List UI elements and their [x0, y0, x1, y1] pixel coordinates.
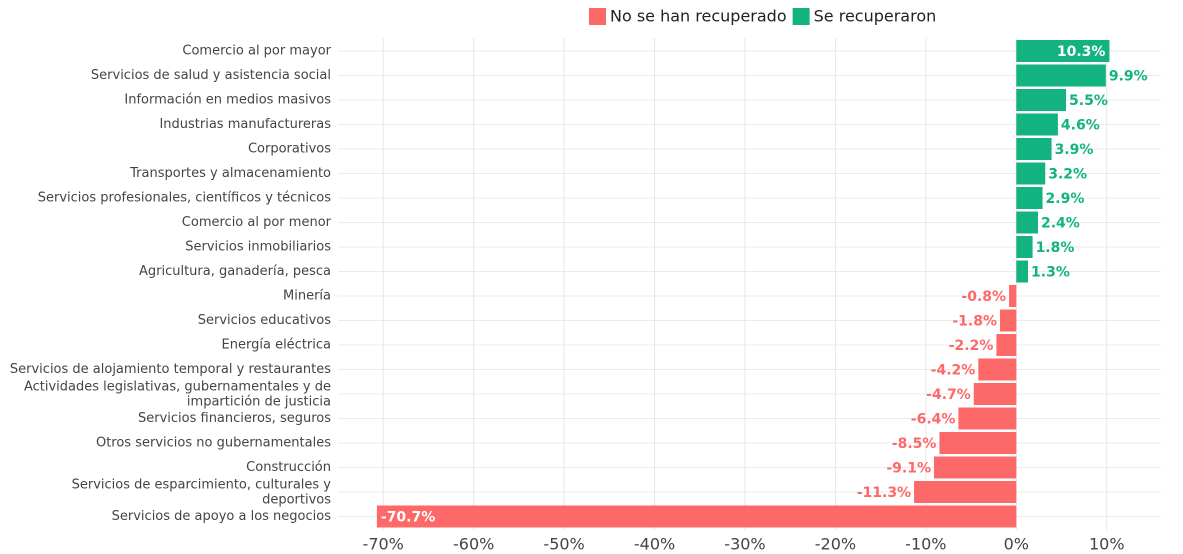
- value-label: 1.3%: [1031, 265, 1070, 281]
- bar: [958, 407, 1017, 430]
- value-label: -9.1%: [886, 461, 931, 477]
- x-tick-label: -50%: [543, 535, 584, 554]
- category-label: Energía eléctrica: [222, 338, 331, 353]
- legend-label: No se han recuperado: [610, 7, 787, 26]
- value-label: 2.9%: [1046, 191, 1085, 207]
- bar: [1000, 309, 1017, 332]
- bar: [1016, 211, 1039, 234]
- value-label: 10.3%: [1057, 44, 1106, 60]
- value-label: 1.8%: [1036, 240, 1075, 256]
- bar: [1016, 187, 1043, 209]
- category-label: Minería: [283, 289, 331, 304]
- value-label: 3.9%: [1055, 142, 1094, 158]
- category-label: Corporativos: [248, 142, 331, 157]
- value-label: -0.8%: [961, 289, 1006, 305]
- x-tick-label: 10%: [1089, 535, 1125, 554]
- value-label: 5.5%: [1069, 93, 1108, 109]
- legend: No se han recuperado Se recuperaron: [589, 7, 936, 26]
- category-label: Servicios de salud y asistencia social: [91, 68, 331, 83]
- category-label: Servicios educativos: [198, 313, 331, 328]
- x-tick-label: 0%: [1004, 535, 1029, 554]
- value-label: 9.9%: [1109, 69, 1148, 85]
- bar: [1016, 138, 1052, 160]
- bar: [1016, 40, 1110, 62]
- value-label: -70.7%: [381, 510, 435, 526]
- value-label: -6.4%: [911, 412, 956, 428]
- category-label: Otros servicios no gubernamentales: [96, 436, 331, 451]
- bar: [376, 505, 1017, 528]
- value-label: -8.5%: [892, 436, 937, 452]
- value-label: -4.2%: [931, 363, 976, 379]
- category-label: Servicios inmobiliarios: [185, 240, 331, 255]
- x-tick-label: -30%: [724, 535, 765, 554]
- x-tick-label: -70%: [363, 535, 404, 554]
- category-label: Servicios de apoyo a los negocios: [112, 509, 332, 524]
- bar: [1016, 236, 1033, 258]
- x-tick-label: -40%: [634, 535, 675, 554]
- value-label: 3.2%: [1048, 167, 1087, 183]
- bar: [1016, 162, 1046, 185]
- category-label: Agricultura, ganadería, pesca: [139, 264, 331, 279]
- value-label: -11.3%: [857, 485, 911, 501]
- category-label: Servicios financieros, seguros: [138, 411, 331, 426]
- value-label: 4.6%: [1061, 118, 1100, 134]
- bar: [914, 481, 1017, 503]
- value-label: -1.8%: [952, 314, 997, 330]
- x-tick-label: -20%: [815, 535, 856, 554]
- legend-label: Se recuperaron: [814, 7, 937, 26]
- category-label: Comercio al por mayor: [182, 44, 331, 59]
- value-label: 2.4%: [1041, 216, 1080, 232]
- bar: [939, 432, 1017, 454]
- legend-swatch: [589, 8, 606, 25]
- bar: [996, 334, 1017, 356]
- bar: [1009, 285, 1017, 307]
- bar: [1016, 64, 1106, 87]
- bar: [1016, 89, 1067, 111]
- category-label: Información en medios masivos: [124, 93, 331, 108]
- x-tick-label: -60%: [453, 535, 494, 554]
- value-label: -4.7%: [926, 387, 971, 403]
- bar: [1016, 260, 1029, 283]
- legend-swatch: [792, 8, 810, 25]
- category-label: Construcción: [246, 460, 331, 475]
- bar: [1016, 113, 1058, 136]
- category-label: Servicios de esparcimiento, culturales y…: [72, 477, 332, 507]
- category-label: Servicios de alojamiento temporal y rest…: [10, 362, 331, 377]
- bar: [978, 358, 1017, 381]
- x-tick-label: -10%: [905, 535, 946, 554]
- bar: [933, 456, 1017, 479]
- bar: [973, 383, 1017, 405]
- category-label: Comercio al por menor: [182, 215, 332, 230]
- value-label: -2.2%: [949, 338, 994, 354]
- category-label: Servicios profesionales, científicos y t…: [38, 191, 331, 206]
- category-label: Industrias manufactureras: [159, 117, 331, 132]
- category-label: Transportes y almacenamiento: [129, 166, 331, 181]
- category-label: Actividades legislativas, gubernamentale…: [24, 379, 331, 409]
